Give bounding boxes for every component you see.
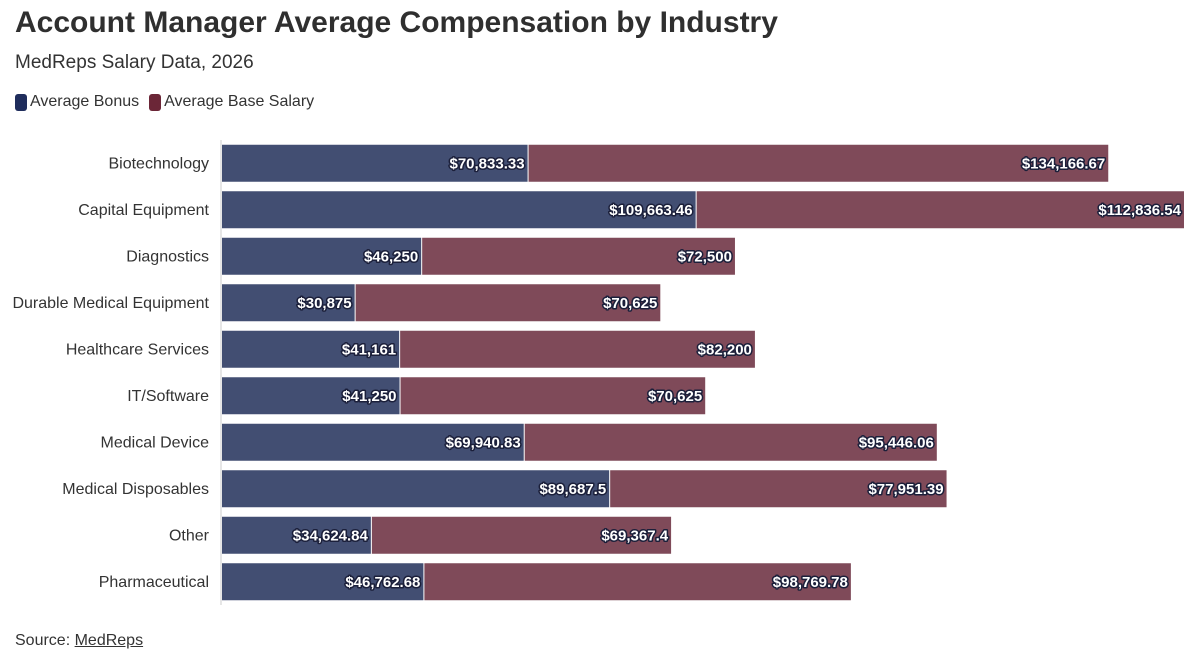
category-label-pharmaceutical: Pharmaceutical bbox=[99, 574, 209, 591]
category-label-capital-equipment: Capital Equipment bbox=[78, 202, 209, 219]
category-label-it-software: IT/Software bbox=[127, 388, 209, 405]
data-label-average-base-salary-capital-equipment: $112,836.54 bbox=[1098, 202, 1181, 219]
legend-item-base-salary: Average Base Salary bbox=[149, 93, 314, 111]
category-label-biotechnology: Biotechnology bbox=[108, 155, 209, 172]
data-label-average-base-salary-healthcare-services: $82,200 bbox=[698, 341, 752, 358]
bar-average-base-salary-durable-medical-equipment[interactable] bbox=[355, 284, 661, 322]
legend-label-bonus: Average Bonus bbox=[30, 93, 140, 110]
source-link[interactable]: MedReps bbox=[74, 632, 144, 649]
bar-average-bonus-biotechnology[interactable] bbox=[222, 144, 528, 182]
bar-average-base-salary-capital-equipment[interactable] bbox=[696, 191, 1184, 229]
bar-average-bonus-pharmaceutical[interactable] bbox=[222, 563, 424, 601]
source-prefix: Source: bbox=[15, 632, 75, 649]
bar-average-bonus-capital-equipment[interactable] bbox=[222, 191, 696, 229]
legend-swatch-bonus bbox=[15, 93, 27, 111]
bar-average-bonus-healthcare-services[interactable] bbox=[222, 330, 400, 368]
data-label-average-bonus-pharmaceutical: $46,762.68 bbox=[345, 574, 420, 591]
source-note: Source: MedReps bbox=[15, 632, 143, 650]
category-label-diagnostics: Diagnostics bbox=[126, 248, 209, 265]
data-label-average-bonus-medical-device: $69,940.83 bbox=[446, 434, 521, 451]
legend-item-bonus: Average Bonus bbox=[15, 93, 139, 111]
chart-subtitle: MedReps Salary Data, 2026 bbox=[15, 52, 254, 73]
data-label-average-base-salary-durable-medical-equipment: $70,625 bbox=[603, 295, 657, 312]
data-label-average-base-salary-diagnostics: $72,500 bbox=[678, 248, 732, 265]
bar-average-base-salary-other[interactable] bbox=[371, 516, 672, 554]
category-label-other: Other bbox=[169, 527, 210, 544]
data-label-average-bonus-durable-medical-equipment: $30,875 bbox=[297, 295, 351, 312]
data-label-average-bonus-biotechnology: $70,833.33 bbox=[449, 155, 524, 172]
data-label-average-base-salary-pharmaceutical: $98,769.78 bbox=[773, 574, 848, 591]
bar-average-base-salary-healthcare-services[interactable] bbox=[400, 330, 755, 368]
data-label-average-base-salary-medical-disposables: $77,951.39 bbox=[868, 481, 943, 498]
data-label-average-bonus-medical-disposables: $89,687.5 bbox=[539, 481, 606, 498]
data-label-average-bonus-capital-equipment: $109,663.46 bbox=[609, 202, 692, 219]
category-label-healthcare-services: Healthcare Services bbox=[66, 341, 209, 358]
bar-average-base-salary-pharmaceutical[interactable] bbox=[424, 563, 851, 601]
bar-average-base-salary-biotechnology[interactable] bbox=[528, 144, 1109, 182]
data-label-average-bonus-it-software: $41,250 bbox=[342, 388, 396, 405]
bar-average-bonus-other[interactable] bbox=[222, 516, 371, 554]
bar-average-bonus-it-software[interactable] bbox=[222, 377, 400, 415]
data-label-average-bonus-other: $34,624.84 bbox=[293, 527, 369, 544]
bar-average-base-salary-diagnostics[interactable] bbox=[422, 237, 735, 275]
chart-title: Account Manager Average Compensation by … bbox=[15, 6, 778, 39]
data-label-average-base-salary-biotechnology: $134,166.67 bbox=[1022, 155, 1105, 172]
legend-label-base-salary: Average Base Salary bbox=[164, 93, 315, 110]
bar-average-base-salary-it-software[interactable] bbox=[400, 377, 706, 415]
legend: Average Bonus Average Base Salary bbox=[15, 93, 324, 111]
data-label-average-bonus-diagnostics: $46,250 bbox=[364, 248, 418, 265]
bar-average-bonus-durable-medical-equipment[interactable] bbox=[222, 284, 355, 322]
data-label-average-bonus-healthcare-services: $41,161 bbox=[342, 341, 396, 358]
bar-average-bonus-medical-disposables[interactable] bbox=[222, 470, 610, 508]
bar-average-base-salary-medical-disposables[interactable] bbox=[610, 470, 947, 508]
category-label-medical-disposables: Medical Disposables bbox=[62, 481, 209, 498]
data-label-average-base-salary-it-software: $70,625 bbox=[648, 388, 702, 405]
category-label-durable-medical-equipment: Durable Medical Equipment bbox=[12, 295, 209, 312]
bar-average-bonus-diagnostics[interactable] bbox=[222, 237, 422, 275]
bar-average-bonus-medical-device[interactable] bbox=[222, 423, 524, 461]
category-label-medical-device: Medical Device bbox=[101, 434, 210, 451]
data-label-average-base-salary-other: $69,367.4 bbox=[601, 527, 668, 544]
bar-average-base-salary-medical-device[interactable] bbox=[524, 423, 937, 461]
legend-swatch-base-salary bbox=[149, 93, 162, 111]
data-label-average-base-salary-medical-device: $95,446.06 bbox=[859, 434, 934, 451]
